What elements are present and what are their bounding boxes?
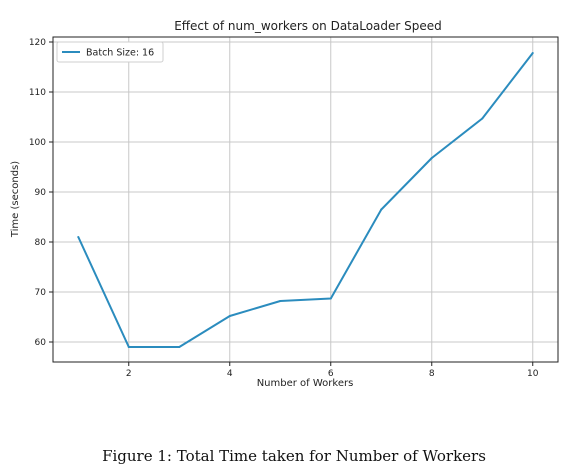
y-tick-label: 90: [35, 188, 47, 198]
y-tick-label: 120: [29, 38, 46, 48]
grid: [53, 37, 558, 362]
x-tick-label: 10: [527, 369, 539, 379]
data-point: [178, 346, 181, 348]
y-axis-label: Time (seconds): [10, 161, 21, 238]
data-point: [228, 315, 231, 317]
data-point: [531, 52, 534, 54]
y-tick-label: 110: [29, 88, 46, 98]
data-point: [430, 157, 433, 159]
x-axis: 2 4 6 8 10: [126, 362, 539, 379]
series-line: [77, 52, 534, 348]
data-point: [127, 346, 130, 348]
data-point: [481, 117, 484, 120]
figure-caption: Figure 1: Total Time taken for Number of…: [102, 447, 486, 465]
data-point: [77, 236, 80, 238]
x-tick-label: 8: [429, 369, 435, 379]
x-tick-label: 6: [328, 369, 334, 379]
y-tick-label: 80: [35, 238, 47, 248]
legend: Batch Size: 16: [56, 41, 164, 63]
legend-box: [56, 41, 164, 63]
data-point: [329, 297, 332, 300]
data-point: [380, 208, 383, 211]
x-axis-label: Number of Workers: [257, 378, 354, 389]
y-tick-label: 70: [35, 288, 47, 298]
y-axis: 60 70 80 90 100 110 120: [29, 38, 53, 348]
series-layer: [77, 52, 534, 348]
line-chart: Effect of num_workers on DataLoader Spee…: [10, 19, 559, 389]
legend-label: Batch Size: 16: [86, 48, 154, 59]
chart-title: Effect of num_workers on DataLoader Spee…: [174, 19, 442, 33]
plot-frame: [52, 36, 559, 363]
x-tick-label: 2: [126, 369, 132, 379]
data-point: [279, 300, 282, 302]
y-tick-label: 100: [29, 138, 46, 148]
x-tick-label: 4: [227, 369, 233, 379]
y-tick-label: 60: [35, 338, 47, 348]
